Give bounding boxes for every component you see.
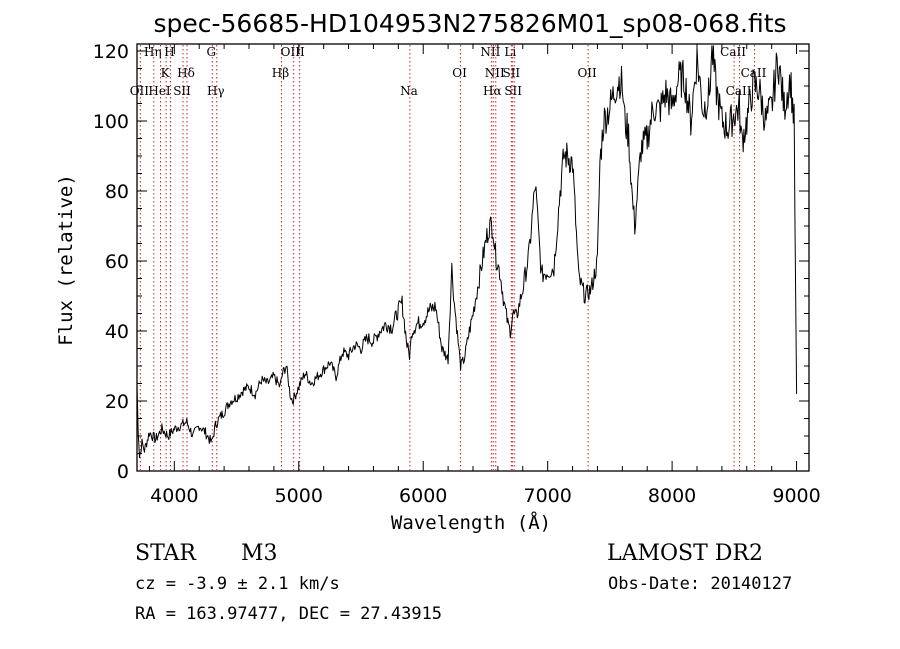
spectrum-series xyxy=(136,45,798,459)
spectral-line-label: K xyxy=(161,66,171,80)
spectrum-line xyxy=(136,45,798,459)
x-tick-label: 9000 xyxy=(772,485,820,507)
spectral-line-label: Hβ xyxy=(272,66,289,80)
y-tick-label: 80 xyxy=(105,181,129,203)
x-tick-label: 6000 xyxy=(399,485,447,507)
spectral-line-label: Li xyxy=(504,45,516,59)
x-tick-label: 5000 xyxy=(275,485,323,507)
spectral-line-label: NII xyxy=(480,45,500,59)
x-axis-ticks: 4000 5000 6000 7000 8000 9000 xyxy=(148,44,821,507)
redshift-readout: cz = -3.9 ± 2.1 km/s xyxy=(135,574,340,594)
x-tick-label: 7000 xyxy=(523,485,571,507)
object-subclass: M3 xyxy=(241,541,278,566)
chart-title: spec-56685-HD104953N275826M01_sp08-068.f… xyxy=(153,9,786,38)
y-axis-label: Flux (relative) xyxy=(55,174,77,346)
spectral-line-label: G xyxy=(206,45,216,59)
spectral-line-label: H xyxy=(164,45,174,59)
spectral-line-label: Hγ xyxy=(207,84,225,98)
spectral-line-label: OIII xyxy=(281,45,305,59)
spectral-line-label: SII xyxy=(504,84,522,98)
x-axis-label: Wavelength (Å) xyxy=(391,511,551,534)
x-tick-label: 4000 xyxy=(150,485,198,507)
y-tick-label: 0 xyxy=(117,461,129,483)
y-tick-label: 60 xyxy=(105,251,129,273)
spectral-line-label: NII xyxy=(485,66,505,80)
spectral-line-label: CaII xyxy=(741,66,767,80)
spectral-line-markers xyxy=(139,45,755,470)
survey-name: LAMOST DR2 xyxy=(607,541,763,566)
x-tick-label: 8000 xyxy=(648,485,696,507)
obs-date: Obs-Date: 20140127 xyxy=(608,574,792,594)
spectral-line-label: CaII xyxy=(720,45,746,59)
y-tick-label: 120 xyxy=(93,41,129,63)
spectral-line-label: Hα xyxy=(483,84,502,98)
spectral-line-label: CaII xyxy=(726,84,752,98)
spectral-line-label: Na xyxy=(400,84,418,98)
object-class: STAR xyxy=(135,541,197,566)
spectral-line-label: HeI xyxy=(148,84,171,98)
spectral-line-label: SII xyxy=(173,84,191,98)
spectral-line-labels: OII Hη HeI KH SII Hδ G Hγ Hβ OIII Na OI NII NII Hα Li SI… xyxy=(130,45,767,98)
plot-frame xyxy=(136,43,810,472)
y-axis-ticks: 0 20 40 60 80 100 120 xyxy=(93,41,809,483)
spectral-line-label: OI xyxy=(452,66,467,80)
spectral-line-label: OII xyxy=(577,66,597,80)
spectral-line-label: OII xyxy=(130,84,150,98)
spectral-line-label: Hη xyxy=(144,45,162,59)
coordinates-readout: RA = 163.97477, DEC = 27.43915 xyxy=(135,604,442,624)
spectral-line-label: SII xyxy=(502,66,520,80)
y-tick-label: 20 xyxy=(105,391,129,413)
y-tick-label: 100 xyxy=(93,111,129,133)
spectral-line-label: Hδ xyxy=(177,66,195,80)
y-tick-label: 40 xyxy=(105,321,129,343)
